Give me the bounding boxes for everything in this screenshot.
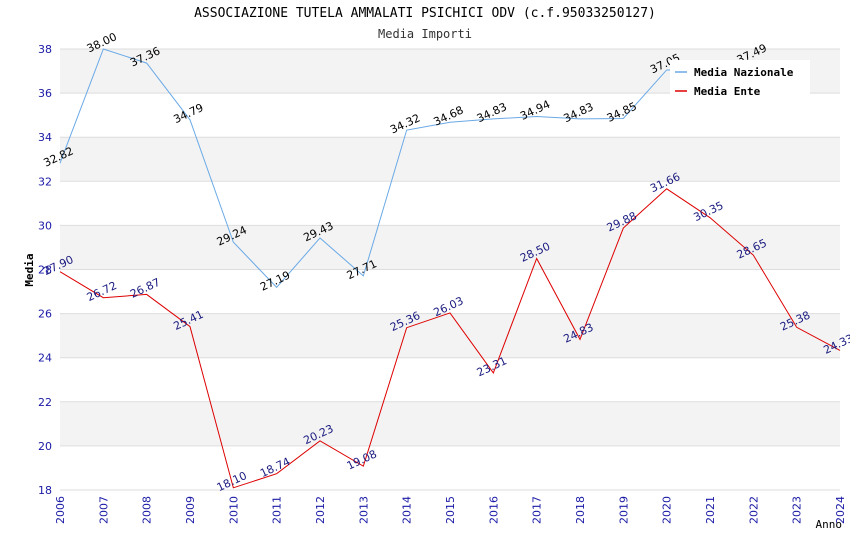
y-tick-label: 26 — [38, 308, 52, 321]
x-tick-label: 2021 — [704, 496, 717, 524]
x-axis-label: Anno — [816, 518, 843, 531]
plot-band — [60, 401, 840, 446]
y-tick-label: 32 — [38, 175, 52, 188]
y-tick-label: 30 — [38, 219, 52, 232]
series-lines — [59, 48, 841, 489]
plot-band — [60, 313, 840, 358]
x-tick-label: 2019 — [617, 496, 630, 524]
plot-band — [60, 225, 840, 270]
y-tick-label: 28 — [38, 264, 52, 277]
x-tick-label: 2018 — [574, 496, 587, 524]
plot-band — [60, 357, 840, 402]
plot-band — [60, 93, 840, 138]
plot-band — [60, 269, 840, 314]
x-tick-label: 2023 — [791, 496, 804, 524]
x-tick-label: 2009 — [184, 496, 197, 524]
x-axis-ticks: 2006 2007 2008 2009 2010 2011 2012 2013 2014 2015… — [54, 496, 847, 524]
x-tick-label: 2020 — [661, 496, 674, 524]
y-axis-ticks: 18 20 22 24 26 28 30 32 34 36 38 — [38, 43, 52, 497]
y-tick-label: 24 — [38, 352, 52, 365]
y-axis-label: Media — [23, 253, 36, 286]
plot-background-bands — [60, 49, 840, 490]
legend: Media Nazionale Media Ente — [670, 60, 810, 98]
series-line-media-ente — [59, 188, 841, 489]
x-tick-label: 2022 — [747, 496, 760, 524]
x-tick-label: 2008 — [141, 496, 154, 524]
y-tick-label: 36 — [38, 87, 52, 100]
x-tick-label: 2011 — [271, 496, 284, 524]
legend-entry: Media Ente — [694, 85, 761, 98]
plot-band — [60, 181, 840, 226]
x-tick-label: 2010 — [227, 496, 240, 524]
x-tick-label: 2014 — [401, 496, 414, 524]
x-tick-label: 2015 — [444, 496, 457, 524]
plot-band — [60, 445, 840, 490]
x-tick-label: 2007 — [97, 496, 110, 524]
legend-box — [670, 60, 810, 98]
x-tick-label: 2013 — [357, 496, 370, 524]
x-tick-label: 2024 — [834, 496, 847, 524]
y-tick-label: 18 — [38, 484, 52, 497]
x-tick-label: 2006 — [54, 496, 67, 524]
series-line-media-nazionale — [59, 48, 754, 289]
chart-title: ASSOCIAZIONE TUTELA AMMALATI PSICHICI OD… — [194, 6, 656, 21]
y-tick-label: 34 — [38, 131, 52, 144]
x-tick-label: 2017 — [531, 496, 544, 524]
legend-entry: Media Nazionale — [694, 66, 794, 79]
y-tick-label: 22 — [38, 396, 52, 409]
x-tick-label: 2016 — [487, 496, 500, 524]
plot-band — [60, 137, 840, 182]
x-tick-label: 2012 — [314, 496, 327, 524]
chart-subtitle: Media Importi — [378, 27, 472, 41]
y-tick-label: 38 — [38, 43, 52, 56]
y-tick-label: 20 — [38, 440, 52, 453]
